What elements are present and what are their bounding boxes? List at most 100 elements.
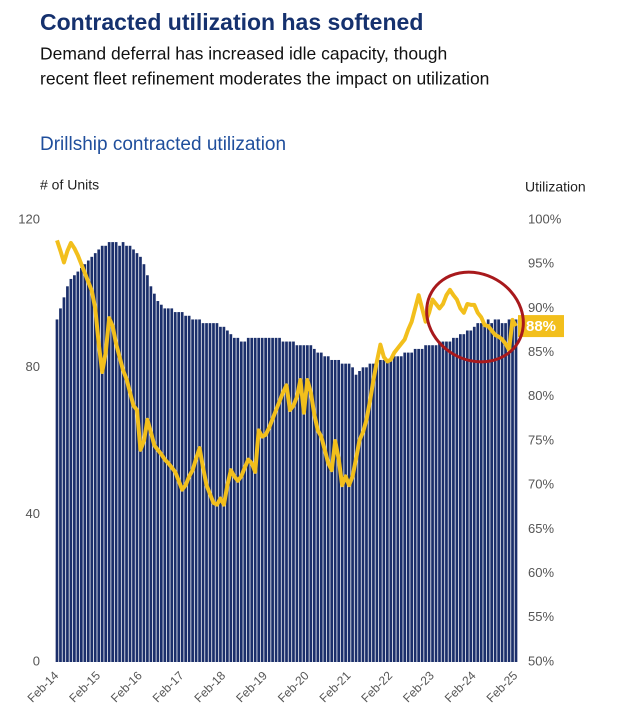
x-tick-label: Feb-24 — [442, 668, 479, 705]
bar — [257, 337, 261, 662]
bar — [410, 352, 414, 662]
bar — [59, 308, 62, 662]
bar — [431, 345, 434, 662]
y2-tick-label: 80% — [528, 388, 554, 403]
bar — [340, 363, 344, 662]
bar — [514, 319, 518, 662]
bar — [66, 286, 69, 662]
bar — [323, 356, 327, 662]
y2-tick-label: 90% — [528, 300, 554, 315]
bar — [194, 319, 198, 662]
y2-tick-label: 70% — [528, 477, 554, 492]
bar — [107, 242, 111, 662]
bar — [469, 330, 473, 662]
y-axis-label: # of Units — [40, 177, 99, 193]
bar — [403, 352, 407, 662]
plot: 0 40 80 120 50% 55% 60% 65% 70% 75% 80% 85% 90% 95% 10… — [18, 211, 564, 705]
bar — [417, 348, 420, 662]
bar — [452, 337, 455, 662]
bar — [198, 319, 201, 662]
bar — [372, 363, 375, 662]
bar — [389, 359, 393, 662]
bar — [114, 242, 118, 662]
bar — [149, 286, 153, 662]
bar — [97, 249, 101, 662]
bar — [493, 319, 497, 662]
y-tick-label: 80 — [26, 359, 40, 374]
bar — [139, 256, 142, 662]
bar — [184, 315, 188, 662]
bar — [292, 341, 295, 662]
bar — [191, 319, 194, 662]
x-tick-label: Feb-14 — [25, 668, 62, 705]
bar — [271, 337, 274, 662]
bar — [312, 348, 316, 662]
value-label: 88% — [526, 318, 556, 335]
bar — [79, 267, 83, 662]
y-tick-label: 40 — [26, 506, 40, 521]
bar — [177, 312, 181, 662]
bar — [153, 293, 156, 662]
bar — [285, 341, 288, 662]
bar — [319, 352, 323, 662]
bar — [146, 275, 149, 662]
x-tick-label: Feb-21 — [317, 668, 354, 705]
bar — [382, 359, 386, 662]
bar — [504, 323, 507, 662]
bar — [347, 363, 351, 662]
bar — [511, 319, 514, 662]
bar — [497, 319, 500, 662]
bar — [507, 319, 511, 662]
bar — [232, 337, 236, 662]
bar — [173, 312, 177, 662]
subtitle: recent fleet refinement moderates the im… — [40, 69, 489, 89]
bar — [441, 341, 445, 662]
bar — [459, 334, 462, 662]
bar — [201, 323, 205, 662]
bar — [187, 315, 191, 662]
y-tick-label: 0 — [33, 653, 40, 668]
bar — [396, 356, 400, 662]
line — [55, 239, 518, 507]
y2-tick-label: 95% — [528, 256, 554, 271]
bar — [205, 323, 208, 662]
bar — [455, 337, 459, 662]
bar — [351, 367, 354, 662]
bar — [379, 359, 382, 662]
bar — [135, 253, 139, 662]
y2-tick-label: 100% — [528, 211, 562, 226]
title: Contracted utilization has softened — [40, 9, 423, 35]
bar — [472, 326, 476, 662]
x-tick-label: Feb-17 — [150, 668, 187, 705]
x-tick-label: Feb-22 — [358, 668, 395, 705]
bar — [111, 242, 114, 662]
bar — [69, 278, 73, 662]
bar — [121, 242, 125, 662]
bar — [385, 359, 389, 662]
bar — [365, 367, 368, 662]
bar — [55, 319, 59, 662]
bar — [413, 348, 417, 662]
bar — [219, 326, 222, 662]
bar — [337, 359, 341, 662]
bar — [156, 301, 160, 662]
bar — [118, 245, 121, 663]
bar — [479, 323, 483, 662]
y2-tick-label: 85% — [528, 344, 554, 359]
bar — [500, 323, 504, 662]
bar — [93, 253, 97, 662]
bar — [406, 352, 410, 662]
bar — [295, 345, 299, 662]
bar — [306, 345, 309, 662]
bar — [361, 367, 365, 662]
bar — [344, 363, 347, 662]
bar — [264, 337, 267, 662]
bar — [212, 323, 215, 662]
bar — [330, 359, 334, 662]
bar — [62, 297, 66, 662]
x-tick-label: Feb-15 — [66, 668, 103, 705]
y2-tick-label: 50% — [528, 653, 554, 668]
y2-tick-label: 55% — [528, 609, 554, 624]
bar — [375, 363, 379, 662]
